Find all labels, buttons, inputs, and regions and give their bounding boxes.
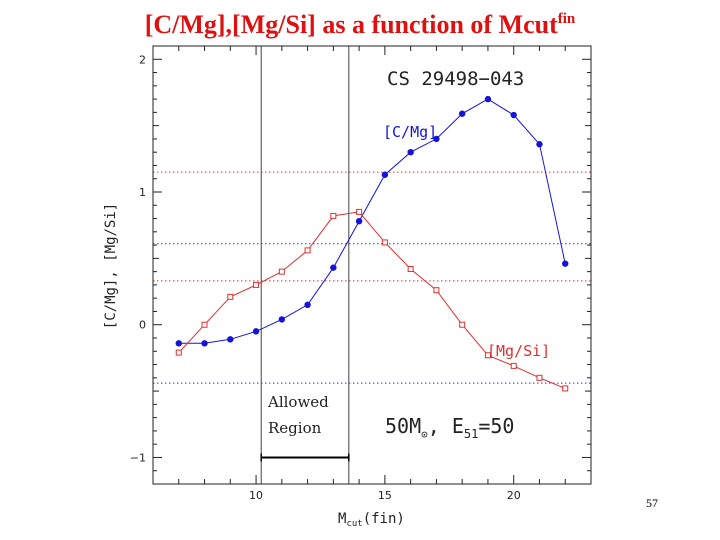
data-point — [253, 281, 260, 288]
data-point — [536, 374, 543, 381]
data-point — [201, 321, 208, 328]
axis-tick-labels: 10 15 20 −1 0 1 2 — [130, 53, 521, 502]
data-point — [536, 141, 543, 148]
reference-lines — [153, 171, 591, 384]
data-point — [304, 247, 311, 254]
energy-subscript: 51 — [464, 427, 478, 441]
page-number: 57 — [646, 496, 658, 510]
data-point — [458, 110, 466, 117]
data-point — [330, 212, 337, 219]
x-axis-label-sub: cut — [346, 519, 362, 529]
allowed-region-bounds — [260, 46, 350, 484]
y-axis-label: [C/Mg], [Mg/Si] — [103, 203, 119, 329]
y-tick-label: −1 — [130, 451, 146, 464]
data-point — [433, 135, 440, 143]
data-point — [459, 321, 466, 328]
allowed-region-bar — [260, 453, 350, 462]
series-line-0 — [178, 98, 566, 344]
data-point — [175, 349, 182, 356]
x-tick-label: 10 — [249, 489, 263, 502]
series-layer — [175, 95, 569, 392]
title-superscript: fin — [557, 11, 576, 27]
data-point — [227, 293, 234, 300]
plot-frame — [152, 45, 592, 485]
energy-label: , E — [428, 414, 464, 438]
data-point — [227, 336, 234, 343]
data-point — [562, 385, 569, 392]
mass-label: 50M — [385, 414, 421, 438]
energy-value: =50 — [478, 414, 514, 438]
data-point — [433, 287, 440, 294]
y-tick-label: 2 — [139, 53, 146, 66]
x-axis-label: Mcut(fin) — [338, 511, 405, 529]
x-axis-label-rest: (fin) — [363, 511, 405, 527]
slide-title: [C/Mg],[Mg/Si] as a function of Mcutfin — [0, 10, 720, 40]
data-point — [252, 328, 260, 335]
allowed-label-line1: Allowed — [267, 393, 329, 411]
x-tick-label: 20 — [507, 489, 521, 502]
x-axis-label-main: M — [338, 511, 346, 527]
data-point — [278, 316, 286, 323]
data-point — [355, 218, 363, 225]
x-tick-label: 15 — [378, 489, 392, 502]
series-1 — [175, 208, 569, 392]
data-point — [407, 265, 414, 272]
data-point — [510, 362, 517, 369]
series-line-1 — [178, 211, 566, 389]
data-point — [484, 95, 492, 103]
data-point — [175, 340, 182, 347]
data-point — [562, 260, 569, 267]
title-text: [C/Mg],[Mg/Si] as a function of Mcut — [144, 10, 558, 39]
allowed-label-line2: Region — [268, 419, 322, 437]
data-point — [381, 171, 389, 178]
data-point — [278, 268, 285, 275]
data-point — [304, 301, 311, 309]
data-point — [484, 352, 491, 359]
chart-title: CS 29498−043 — [387, 68, 524, 90]
data-point — [381, 239, 388, 246]
series-0 — [175, 95, 569, 347]
data-point — [201, 340, 208, 347]
data-point — [407, 148, 414, 156]
axis-ticks — [152, 45, 592, 485]
data-point — [356, 208, 363, 215]
series-label-c-mg: [C/Mg] — [383, 123, 437, 141]
data-point — [330, 264, 337, 271]
mass-symbol: ⊙ — [421, 428, 428, 441]
data-point — [510, 111, 517, 119]
y-tick-label: 1 — [139, 186, 146, 199]
mass-energy-annotation: 50M⊙, E51=50 — [385, 414, 514, 441]
y-tick-label: 0 — [139, 319, 146, 332]
series-label-mg-si: [Mg/Si] — [487, 342, 550, 360]
